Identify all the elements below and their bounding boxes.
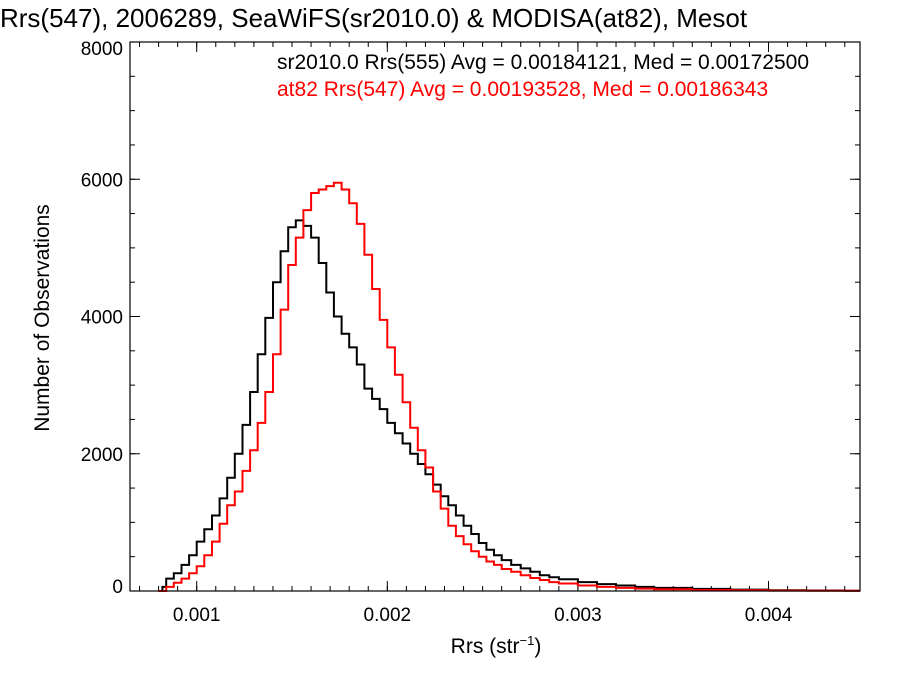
x-tick-label: 0.001 xyxy=(173,605,221,626)
y-tick-label: 8000 xyxy=(81,39,123,60)
y-tick-label: 2000 xyxy=(81,445,123,466)
x-tick-label: 0.003 xyxy=(554,605,602,626)
x-axis-label-main: Rrs (str xyxy=(451,635,520,658)
x-axis-label: Rrs (str−1) xyxy=(451,633,542,658)
axis-ticks: 0.001 0.002 0.003 0.004 0 2000 4000 6000 8000 xyxy=(81,39,860,626)
series-layer xyxy=(158,181,860,592)
y-axis-label: Number of Observations xyxy=(31,204,54,432)
y-axis-label-group: Number of Observations xyxy=(31,204,54,432)
legend-entry-sr2010: sr2010.0 Rrs(555) Avg = 0.00184121, Med … xyxy=(277,51,809,74)
x-axis-label-tail: ) xyxy=(534,635,541,658)
series-line-sr2010-0 xyxy=(158,219,860,592)
y-tick-label: 0 xyxy=(112,577,123,598)
series-line-at82 xyxy=(158,181,860,592)
y-tick-label: 4000 xyxy=(81,308,123,329)
x-axis-label-sup: −1 xyxy=(520,633,535,648)
x-tick-label: 0.002 xyxy=(364,605,412,626)
plot-frame xyxy=(129,41,861,592)
chart-title: Rrs(547), 2006289, SeaWiFS(sr2010.0) & M… xyxy=(0,3,748,33)
y-tick-label: 6000 xyxy=(81,170,123,191)
legend-entry-at82: at82 Rrs(547) Avg = 0.00193528, Med = 0.… xyxy=(277,78,768,101)
x-tick-label: 0.004 xyxy=(745,605,793,626)
